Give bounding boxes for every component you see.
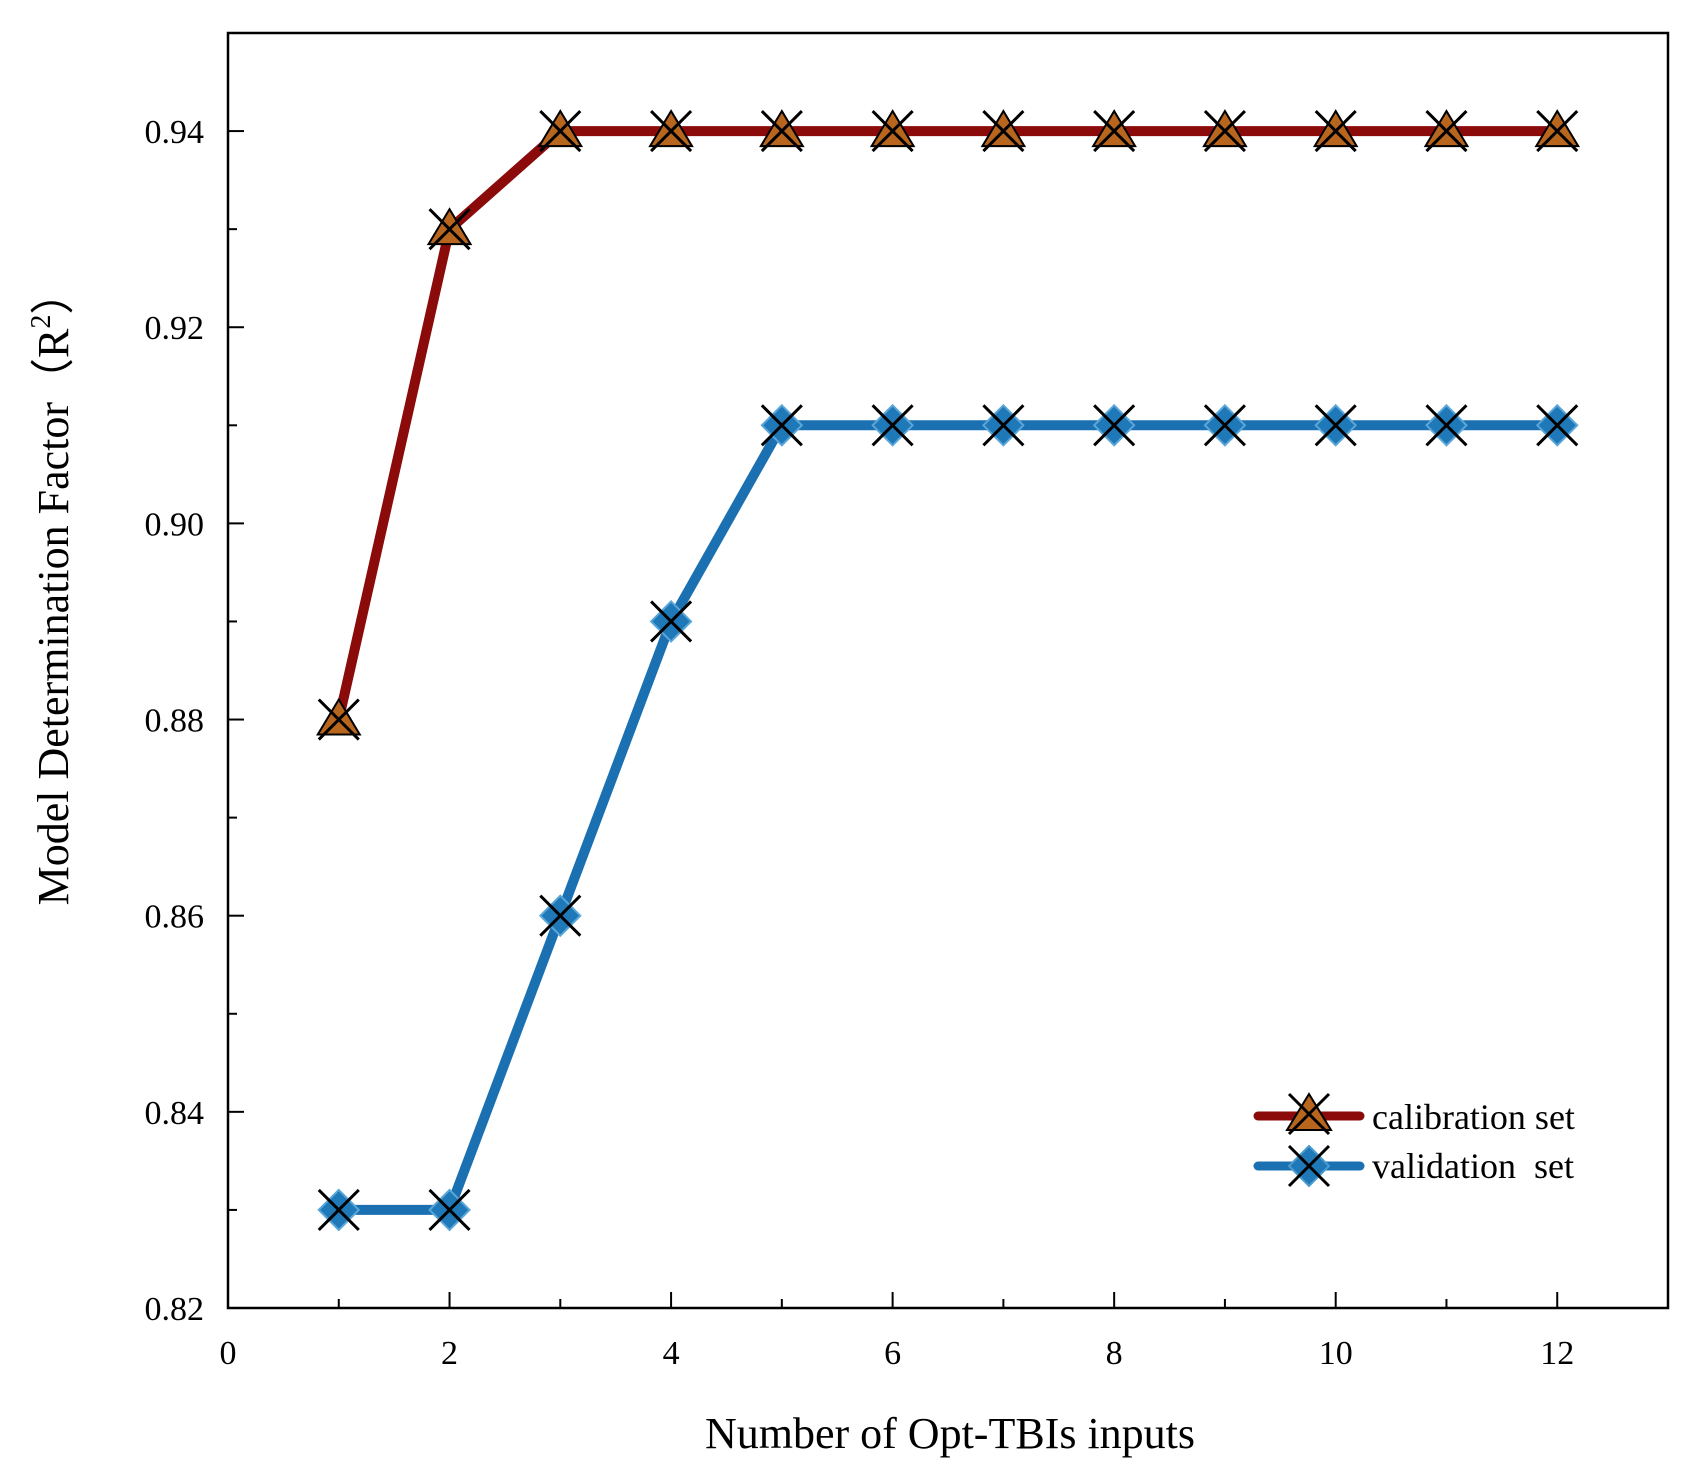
data-point-calibration <box>759 109 805 153</box>
point-marker-triangle <box>316 697 362 736</box>
data-point-calibration <box>1202 109 1248 153</box>
point-marker-cross <box>650 600 693 643</box>
legend-cross-validation <box>1287 1144 1331 1188</box>
point-marker-cross <box>1203 110 1246 153</box>
data-point-validation <box>1425 403 1468 447</box>
y-tick-label: 0.92 <box>145 310 205 347</box>
y-tick-label: 0.86 <box>145 899 205 936</box>
data-point-calibration <box>980 109 1027 153</box>
data-point-validation <box>649 600 693 643</box>
legend: calibration set validation set <box>1253 1092 1575 1188</box>
point-marker-triangle <box>537 109 584 148</box>
data-point-validation <box>1314 403 1358 447</box>
data-point-calibration <box>426 207 473 251</box>
point-marker-cross <box>871 404 914 447</box>
x-tick-label: 8 <box>1106 1335 1123 1372</box>
point-marker-triangle <box>759 109 805 148</box>
x-tick-label: 4 <box>663 1335 680 1372</box>
data-point-calibration <box>1312 109 1359 153</box>
data-point-validation <box>317 1188 361 1232</box>
data-point-validation <box>538 894 582 938</box>
data-point-validation <box>1092 403 1136 447</box>
y-tick-label: 0.84 <box>145 1095 205 1132</box>
x-tick-label: 10 <box>1319 1335 1353 1372</box>
point-marker-cross <box>539 894 582 937</box>
point-marker-cross <box>1425 404 1468 447</box>
legend-entry-calibration: calibration set <box>1253 1092 1575 1137</box>
plot-frame <box>226 31 1670 1310</box>
data-point-calibration <box>537 109 584 153</box>
point-marker-triangle <box>426 207 473 246</box>
point-marker-cross <box>428 1188 471 1231</box>
point-marker-cross <box>539 110 582 153</box>
legend-label-calibration: calibration set <box>1372 1097 1575 1137</box>
point-marker-cross <box>760 110 803 153</box>
y-tick-label: 0.90 <box>145 506 205 543</box>
x-tick-label: 6 <box>884 1335 901 1372</box>
data-point-validation <box>1535 403 1579 447</box>
point-marker-triangle <box>648 109 694 148</box>
point-marker-triangle <box>980 109 1027 148</box>
data-point-calibration <box>1423 109 1470 153</box>
point-marker-cross <box>982 404 1025 447</box>
markers-group <box>316 109 1580 1232</box>
y-axis-title-main: Model Determination Factor（R <box>29 328 78 905</box>
point-marker-cross <box>1203 404 1246 447</box>
y-tick-label: 0.94 <box>145 114 205 151</box>
point-marker-cross <box>317 1188 360 1231</box>
point-marker-cross <box>1314 404 1357 447</box>
point-marker-cross <box>1093 110 1136 153</box>
data-point-calibration <box>648 109 694 153</box>
point-marker-cross <box>650 110 693 153</box>
point-marker-cross <box>760 404 803 447</box>
point-marker-cross <box>1093 404 1136 447</box>
legend-cross-calibration <box>1287 1092 1331 1136</box>
y-tick-label: 0.88 <box>145 703 205 740</box>
point-marker-cross <box>1314 110 1357 153</box>
point-marker-cross <box>1536 110 1579 153</box>
point-marker-triangle <box>1091 109 1137 148</box>
ticks-group: 0 2 4 6 8 10 12 0.82 0.84 0.86 0.88 0.90 0.92 0.94 <box>145 32 1669 1372</box>
data-point-calibration <box>316 697 362 741</box>
point-marker-triangle <box>1534 109 1580 148</box>
plot-frame-group <box>226 31 1670 1310</box>
data-point-validation <box>981 403 1025 447</box>
y-axis-title: Model Determination Factor（R2） <box>26 271 78 906</box>
y-tick-label: 0.82 <box>145 1291 205 1328</box>
point-marker-cross <box>1536 404 1579 447</box>
point-marker-cross <box>1425 110 1468 153</box>
x-tick-label: 2 <box>441 1335 458 1372</box>
series-group <box>333 126 1563 1215</box>
data-point-validation <box>1203 403 1247 447</box>
point-marker-triangle <box>869 109 916 148</box>
x-axis-title: Number of Opt-TBIs inputs <box>705 1409 1195 1458</box>
point-marker-cross <box>871 110 914 153</box>
data-point-calibration <box>869 109 916 153</box>
point-marker-triangle <box>1423 109 1470 148</box>
series-line-validation <box>333 420 1563 1215</box>
data-point-validation <box>871 403 915 447</box>
data-point-validation <box>428 1188 471 1232</box>
point-marker-cross <box>982 110 1025 153</box>
y-axis-title-close: ） <box>29 271 78 315</box>
data-point-calibration <box>1091 109 1137 153</box>
point-marker-triangle <box>1202 109 1248 148</box>
legend-label-validation: validation set <box>1372 1146 1574 1186</box>
x-tick-label: 0 <box>220 1335 237 1372</box>
legend-entry-validation: validation set <box>1253 1144 1574 1188</box>
y-axis-title-superscript: 2 <box>26 315 57 329</box>
point-marker-triangle <box>1312 109 1359 148</box>
point-marker-cross <box>317 698 360 741</box>
data-point-calibration <box>1534 109 1580 153</box>
point-marker-cross <box>428 208 471 251</box>
x-tick-label: 12 <box>1540 1335 1574 1372</box>
data-point-validation <box>760 403 804 447</box>
